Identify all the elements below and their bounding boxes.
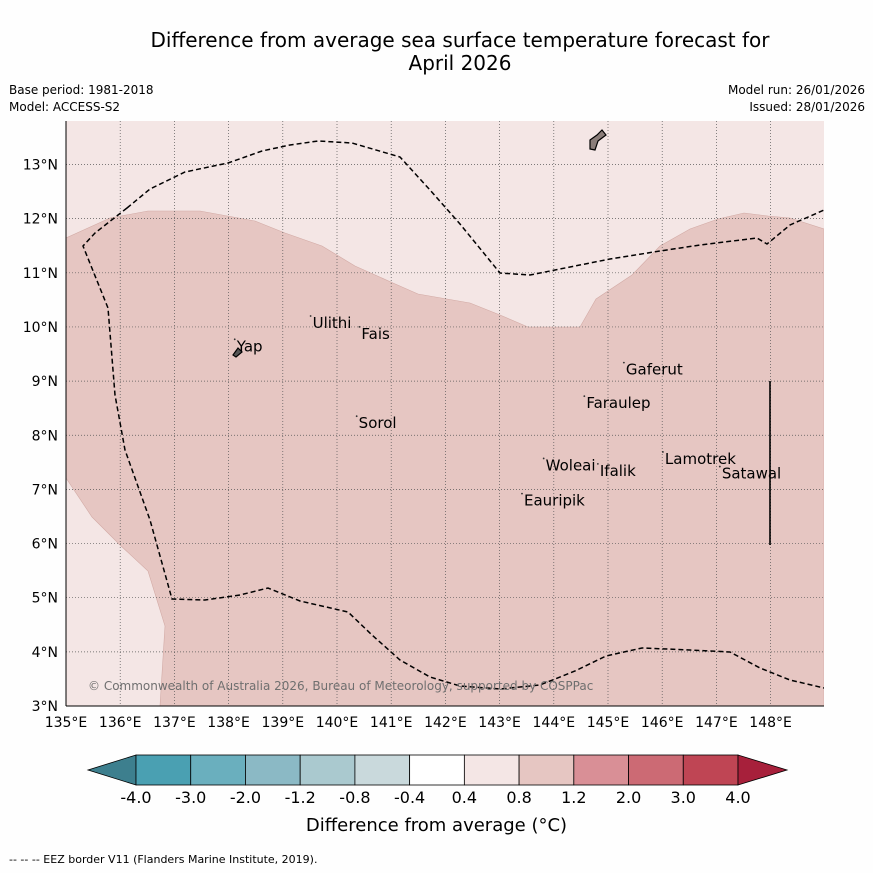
place-marker: [355, 415, 358, 418]
eez-legend-note: -- -- -- EEZ border V11 (Flanders Marine…: [9, 853, 318, 866]
lat-tick-label: 10°N: [23, 320, 58, 336]
lon-tick-label: 138°E: [207, 715, 250, 731]
lon-tick-label: 141°E: [370, 715, 413, 731]
colorbar-tick-label: -2.0: [230, 788, 261, 807]
colorbar-segment: [299, 754, 356, 786]
colorbar-segment: [190, 754, 246, 786]
chart-title-line2: April 2026: [408, 51, 512, 75]
lon-tick-label: 146°E: [641, 715, 684, 731]
colorbar-tick-label: 2.0: [616, 788, 641, 807]
lon-tick-label: 140°E: [316, 715, 359, 731]
lon-tick-label: 142°E: [424, 715, 467, 731]
place-labels: Yap Ulithi Fais Gaferut Faraulep Sorol Woleai I…: [233, 314, 781, 510]
lat-tick-label: 6°N: [32, 537, 58, 553]
colorbar-tick-label: -0.4: [394, 788, 425, 807]
colorbar-tick-label: 3.0: [671, 788, 696, 807]
colorbar: -4.0 -3.0 -2.0 -1.2 -0.8 -0.4 0.4 0.8 1.2 2.0 3.0 4…: [86, 754, 789, 807]
model-run-date: Model run: 26/01/2026: [727, 83, 865, 97]
eez-border-line: [82, 140, 824, 690]
place-marker: [542, 457, 545, 460]
colorbar-tick-label: 4.0: [725, 788, 750, 807]
colorbar-segment: [628, 754, 684, 786]
lon-tick-label: 139°E: [262, 715, 305, 731]
lat-tick-label: 8°N: [32, 428, 58, 444]
colorbar-min-arrow: [86, 754, 137, 786]
colorbar-tick-label: -1.2: [285, 788, 316, 807]
lat-tick-label: 11°N: [23, 266, 58, 282]
colorbar-segment: [463, 754, 520, 786]
lat-tick-label: 7°N: [32, 482, 58, 498]
place-marker: [583, 395, 586, 398]
lon-tick-label: 136°E: [99, 715, 142, 731]
lon-tick-label: 144°E: [533, 715, 576, 731]
yap-island: [232, 347, 243, 358]
place-label-sorol: Sorol: [359, 414, 397, 432]
lat-tick-label: 12°N: [23, 212, 58, 228]
place-label-lamotrek: Lamotrek: [665, 450, 736, 468]
lat-lon-grid: [66, 121, 824, 706]
anomaly-region-0.8-1.2: [66, 210, 824, 706]
lon-tick-label: 147°E: [695, 715, 738, 731]
copyright-notice: © Commonwealth of Australia 2026, Bureau…: [88, 679, 593, 693]
lat-tick-label: 3°N: [32, 699, 58, 715]
place-label-ulithi: Ulithi: [313, 314, 352, 332]
place-label-gaferut: Gaferut: [626, 361, 683, 379]
place-marker: [358, 325, 361, 328]
lon-tick-label: 148°E: [749, 715, 792, 731]
colorbar-tick-label: -4.0: [120, 788, 151, 807]
colorbar-segment: [682, 754, 739, 786]
base-period: Base period: 1981-2018: [9, 83, 154, 97]
place-marker: [309, 315, 312, 317]
colorbar-segment: [135, 754, 192, 786]
axis-tick-labels: 135°E 136°E 137°E 138°E 139°E 140°E 141°E 142°E…: [23, 158, 792, 732]
guam-island: [589, 129, 607, 151]
model-name: Model: ACCESS-S2: [9, 100, 121, 114]
lon-tick-label: 135°E: [45, 715, 88, 731]
colorbar-segment: [518, 754, 575, 786]
colorbar-max-arrow: [737, 754, 789, 786]
lat-tick-label: 5°N: [32, 591, 58, 607]
place-label-woleai: Woleai: [546, 456, 596, 474]
colorbar-tick-label: 0.4: [452, 788, 477, 807]
colorbar-segment: [409, 754, 465, 786]
issued-date: Issued: 28/01/2026: [749, 100, 865, 114]
place-label-ifalik: Ifalik: [600, 462, 636, 480]
colorbar-tick-label: 1.2: [561, 788, 586, 807]
colorbar-tick-label: -3.0: [175, 788, 206, 807]
lat-tick-label: 13°N: [23, 158, 58, 174]
place-label-satawal: Satawal: [722, 465, 781, 483]
place-label-fais: Fais: [361, 325, 390, 343]
place-label-faraulep: Faraulep: [586, 394, 650, 412]
place-marker: [233, 338, 236, 341]
colorbar-tick-label: -0.8: [339, 788, 370, 807]
lon-tick-label: 145°E: [587, 715, 630, 731]
chart-title-line1: Difference from average sea surface temp…: [150, 28, 770, 52]
place-marker: [622, 361, 625, 364]
colorbar-tick-label: 0.8: [506, 788, 531, 807]
lon-tick-label: 143°E: [478, 715, 521, 731]
map-plot-area: [66, 121, 824, 706]
colorbar-title: Difference from average (°C): [305, 815, 568, 836]
colorbar-segment: [354, 754, 411, 786]
place-marker: [718, 465, 721, 468]
colorbar-segment: [573, 754, 629, 786]
lon-tick-label: 137°E: [153, 715, 196, 731]
colorbar-segment: [245, 754, 301, 786]
place-label-eauripik: Eauripik: [524, 492, 585, 510]
place-marker: [521, 492, 523, 495]
place-label-yap: Yap: [236, 337, 263, 355]
place-marker: [596, 462, 599, 465]
lat-tick-label: 4°N: [32, 645, 58, 661]
place-marker: [662, 451, 664, 453]
lat-tick-label: 9°N: [32, 374, 58, 390]
